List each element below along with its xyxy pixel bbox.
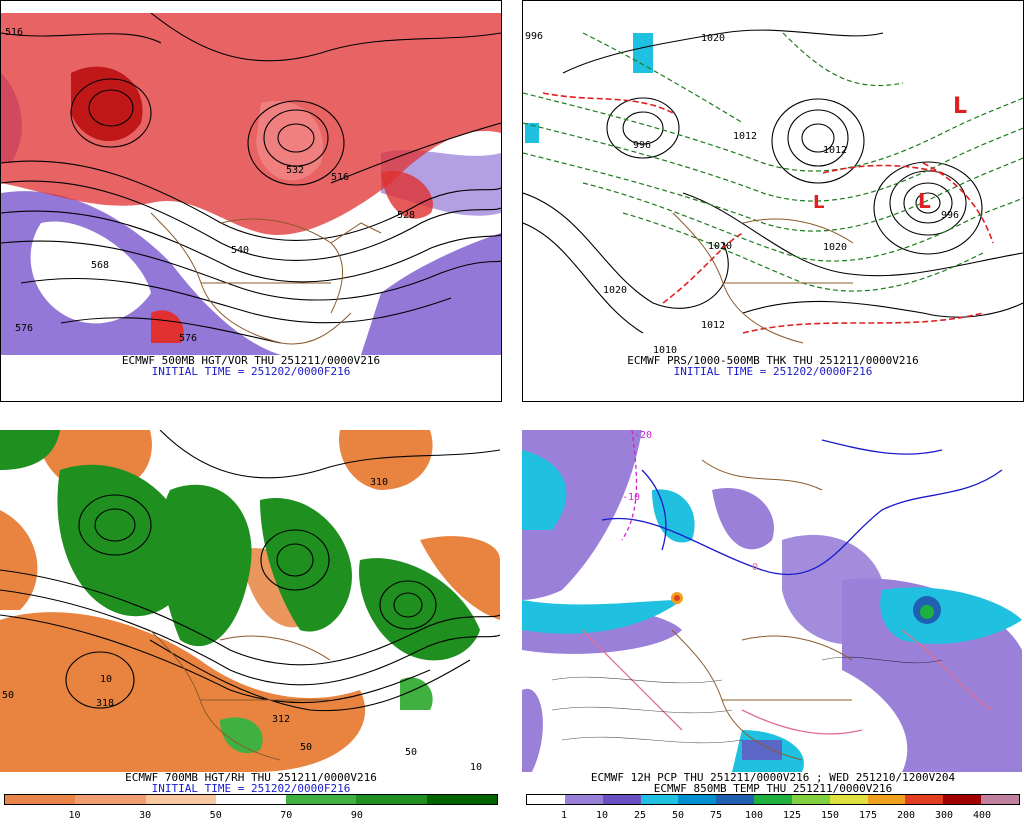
colorbar-swatch — [75, 795, 146, 804]
contour-label: 540 — [231, 245, 249, 256]
isobar-label: 1020 — [823, 242, 847, 253]
contour-label: 50 — [300, 742, 312, 753]
colorbar-tick-label: 100 — [744, 810, 764, 821]
panel-caption: ECMWF 700MB HGT/RH THU 251211/0000V216 — [125, 771, 377, 784]
isobar-label: 996 — [525, 31, 543, 42]
contour-label: 50 — [405, 747, 417, 758]
colorbar-tick-label: 90 — [350, 810, 363, 821]
colorbar-tick-label: 150 — [820, 810, 840, 821]
contour-label: 310 — [370, 477, 388, 488]
panel-caption: ECMWF PRS/1000-500MB THK THU 251211/0000… — [627, 354, 919, 367]
isobar-label: 1010 — [653, 345, 677, 355]
contour-label: 532 — [286, 165, 304, 176]
initial-time-caption: INITIAL TIME = 251202/0000F216 — [151, 365, 351, 378]
panel-700mb-rh: 310 318 312 10 50 50 10 50 ECMWF 700MB H… — [0, 430, 502, 822]
initial-time-caption: INITIAL TIME = 251202/0000F216 — [673, 365, 873, 378]
isobar-label: 996 — [633, 140, 651, 151]
contour-label: 516 — [331, 172, 349, 183]
colorbar-swatch — [356, 795, 427, 804]
isobar-label: 1012 — [701, 320, 725, 331]
map-700mb-rh: 310 318 312 10 50 50 10 50 — [0, 430, 500, 772]
colorbar-tick-label: 50 — [671, 810, 685, 821]
isobar-label: 1012 — [733, 131, 757, 142]
contour-label: 568 — [91, 260, 109, 271]
colorbar-tick-label: 125 — [782, 810, 802, 821]
colorbar-tick-label: 50 — [209, 810, 222, 821]
precip-colorbar — [526, 794, 1020, 805]
panel-precip-850mb-temp: -20 -10 0 ECMWF 12H PCP THU 251211/0000V… — [522, 430, 1024, 822]
colorbar-swatch — [602, 795, 641, 804]
contour-label: 576 — [15, 323, 33, 334]
isobar-label: 1020 — [701, 33, 725, 44]
isobar-label: 1020 — [708, 241, 732, 252]
contour-label: 516 — [5, 27, 23, 38]
isobar-label: 1012 — [823, 145, 847, 156]
panel-caption: ECMWF 12H PCP THU 251211/0000V216 ; WED … — [590, 771, 956, 784]
precip-colorbar-ticks: 1 10 25 50 75 100 125 150 175 200 300 400 — [522, 810, 1024, 822]
colorbar-swatch — [145, 795, 216, 804]
svg-text:L: L — [918, 189, 931, 213]
colorbar-swatch — [426, 795, 497, 804]
contour-label: 50 — [2, 690, 14, 701]
isobar-label: 1020 — [603, 285, 627, 296]
panel-500mb-vorticity: 568 576 576 516 528 540 532 516 ECMWF 50… — [0, 0, 502, 402]
colorbar-swatch — [829, 795, 868, 804]
colorbar-swatch — [640, 795, 679, 804]
colorbar-swatch — [905, 795, 944, 804]
colorbar-swatch — [716, 795, 755, 804]
colorbar-swatch — [286, 795, 357, 804]
colorbar-tick-label: 200 — [896, 810, 916, 821]
colorbar-swatch — [943, 795, 982, 804]
contour-label: 576 — [179, 333, 197, 344]
colorbar-tick-label: 70 — [280, 810, 293, 821]
rh-colorbar — [4, 794, 498, 805]
colorbar-tick-label: 75 — [709, 810, 723, 821]
contour-label: 312 — [272, 714, 290, 725]
colorbar-swatch — [564, 795, 603, 804]
map-500mb-vorticity: 568 576 576 516 528 540 532 516 — [1, 13, 501, 355]
initial-time-caption: INITIAL TIME = 251202/0000F216 — [151, 782, 351, 795]
panel-pressure-thickness: 996 1020 1012 996 1012 1020 1020 1020 10… — [522, 0, 1024, 402]
svg-text:L: L — [953, 94, 967, 119]
colorbar-swatch — [754, 795, 792, 804]
contour-label: 10 — [470, 762, 482, 772]
colorbar-tick-label: 1 — [560, 810, 568, 821]
contour-label: 318 — [96, 698, 114, 709]
colorbar-tick-label: 10 — [68, 810, 81, 821]
map-precip-850mb-temp: -20 -10 0 — [522, 430, 1022, 772]
contour-label: 528 — [397, 210, 415, 221]
isobar-label: 996 — [941, 210, 959, 221]
colorbar-tick-label: 10 — [595, 810, 609, 821]
contour-label: 10 — [100, 674, 112, 685]
colorbar-swatch — [678, 795, 717, 804]
colorbar-tick-label: 175 — [858, 810, 878, 821]
rh-colorbar-ticks: 10 30 50 70 90 — [0, 810, 502, 822]
colorbar-tick-label: 25 — [633, 810, 647, 821]
isotherm-label: 0 — [752, 562, 758, 573]
colorbar-tick-label: 400 — [972, 810, 992, 821]
isotherm-label: -10 — [622, 492, 640, 503]
panel-caption: ECMWF 500MB HGT/VOR THU 251211/0000V216 — [121, 354, 381, 367]
colorbar-swatch — [5, 795, 76, 804]
map-pressure-thickness: 996 1020 1012 996 1012 1020 1020 1020 10… — [523, 13, 1023, 355]
colorbar-swatch — [527, 795, 565, 804]
svg-text:L: L — [813, 192, 824, 213]
colorbar-swatch — [791, 795, 830, 804]
panel-caption-secondary: ECMWF 850MB TEMP THU 251211/0000V216 — [653, 782, 893, 795]
isotherm-label: -20 — [634, 430, 652, 441]
colorbar-swatch — [981, 795, 1019, 804]
colorbar-swatch — [215, 795, 287, 804]
colorbar-tick-label: 300 — [934, 810, 954, 821]
colorbar-tick-label: 30 — [139, 810, 152, 821]
colorbar-swatch — [867, 795, 906, 804]
